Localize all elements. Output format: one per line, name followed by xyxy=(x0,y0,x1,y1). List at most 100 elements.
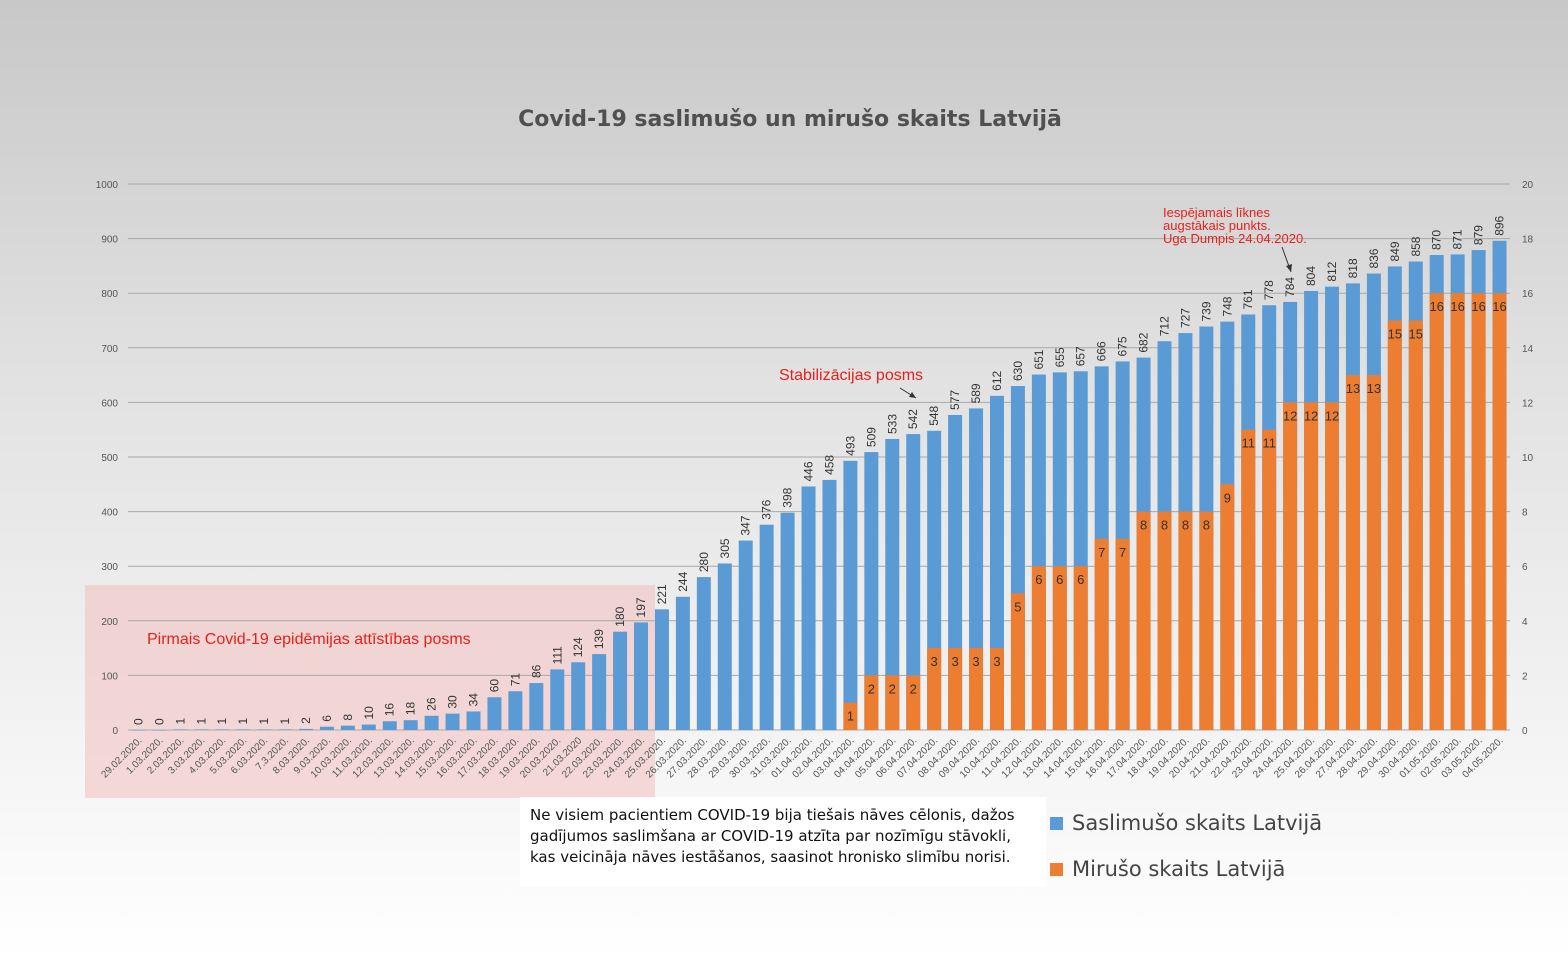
y-right-tick-label: 16 xyxy=(1522,289,1534,300)
deaths-data-label: 15 xyxy=(1409,327,1423,342)
deaths-data-label: 6 xyxy=(1056,572,1063,587)
cases-data-label: 398 xyxy=(781,487,795,507)
y-right-tick-label: 10 xyxy=(1522,453,1534,464)
cases-bar xyxy=(759,524,774,730)
deaths-data-label: 3 xyxy=(951,654,958,669)
stabilization-arrowhead xyxy=(909,392,916,398)
gridlines xyxy=(128,183,1510,731)
deaths-data-label: 11 xyxy=(1262,436,1276,451)
deaths-data-label: 13 xyxy=(1346,381,1360,396)
cases-data-label: 0 xyxy=(131,718,145,725)
cases-data-label: 8 xyxy=(341,714,355,721)
legend-swatch-deaths xyxy=(1050,862,1063,876)
cases-data-label: 18 xyxy=(404,701,418,715)
cases-data-label: 1 xyxy=(236,717,250,724)
cases-data-label: 221 xyxy=(655,584,669,604)
y-left-tick-label: 200 xyxy=(101,617,118,628)
deaths-bar xyxy=(1094,538,1109,730)
cases-bar xyxy=(843,460,858,730)
deaths-data-label: 13 xyxy=(1367,381,1381,396)
deaths-bar xyxy=(1199,511,1214,730)
cases-bar xyxy=(278,729,293,730)
cases-data-label: 347 xyxy=(739,515,753,535)
stabilization-annotation: Stabilizācijas posms xyxy=(779,367,923,384)
deaths-bar xyxy=(989,648,1004,730)
cases-data-label: 10 xyxy=(362,706,376,720)
cases-data-label: 1 xyxy=(194,717,208,724)
cases-bar xyxy=(738,540,753,730)
cases-data-label: 748 xyxy=(1220,296,1234,316)
cases-data-label: 197 xyxy=(634,597,648,617)
cases-bar xyxy=(382,721,397,730)
cases-data-label: 682 xyxy=(1137,332,1151,352)
deaths-data-label: 8 xyxy=(1182,518,1189,533)
cases-data-label: 849 xyxy=(1388,241,1402,261)
deaths-bar xyxy=(1220,484,1235,730)
deaths-bar xyxy=(1178,511,1193,730)
cases-data-label: 577 xyxy=(948,390,962,410)
cases-bar xyxy=(361,724,376,730)
cases-data-label: 858 xyxy=(1409,236,1423,256)
cases-data-label: 0 xyxy=(152,718,166,725)
cases-data-label: 1 xyxy=(215,717,229,724)
cases-data-label: 651 xyxy=(1032,349,1046,369)
deaths-bar xyxy=(1157,511,1172,730)
deaths-data-label: 3 xyxy=(972,654,979,669)
deaths-bar xyxy=(1241,429,1256,730)
cases-data-label: 871 xyxy=(1451,229,1465,249)
deaths-bar xyxy=(1010,593,1025,730)
cases-bar xyxy=(319,726,334,730)
cases-data-label: 727 xyxy=(1178,308,1192,328)
cases-bar xyxy=(654,609,669,730)
y-right-tick-label: 14 xyxy=(1522,344,1534,355)
cases-data-label: 26 xyxy=(425,697,439,711)
cases-data-label: 1 xyxy=(257,717,271,724)
y-left-tick-label: 100 xyxy=(101,671,118,682)
cases-data-label: 879 xyxy=(1472,225,1486,245)
cases-data-label: 657 xyxy=(1074,346,1088,366)
y-left-tick-label: 600 xyxy=(101,398,118,409)
cases-data-label: 548 xyxy=(927,405,941,425)
cases-data-label: 1 xyxy=(173,717,187,724)
deaths-data-label: 5 xyxy=(1014,600,1021,615)
deaths-bar xyxy=(1031,566,1046,730)
cases-data-label: 804 xyxy=(1304,266,1318,286)
y-left-tick-label: 400 xyxy=(101,508,118,519)
deaths-series xyxy=(843,293,1507,730)
cases-bar xyxy=(885,438,900,730)
y-right-tick-label: 6 xyxy=(1522,562,1528,573)
legend-item-deaths: Mirušo skaits Latvijā xyxy=(1050,857,1285,881)
deaths-data-label: 3 xyxy=(931,654,938,669)
legend-label-deaths: Mirušo skaits Latvijā xyxy=(1072,857,1286,881)
cases-data-label: 376 xyxy=(760,499,774,519)
cases-bar xyxy=(445,713,460,730)
cases-bar xyxy=(487,697,502,730)
y-left-tick-label: 500 xyxy=(101,453,118,464)
cases-bar xyxy=(822,479,837,730)
deaths-data-label: 9 xyxy=(1224,490,1231,505)
cases-data-label: 896 xyxy=(1493,215,1507,235)
deaths-data-label: 16 xyxy=(1450,299,1464,314)
cases-data-label: 2 xyxy=(299,717,313,724)
cases-data-label: 542 xyxy=(906,409,920,429)
cases-data-label: 305 xyxy=(718,538,732,558)
deaths-bar xyxy=(948,648,963,730)
deaths-data-label: 2 xyxy=(868,681,875,696)
cases-data-label: 60 xyxy=(487,679,501,693)
cases-bar xyxy=(152,730,167,731)
cases-data-label: 630 xyxy=(1011,361,1025,381)
deaths-bar xyxy=(969,648,984,730)
deaths-bar xyxy=(1366,375,1381,730)
deaths-data-label: 12 xyxy=(1304,408,1318,423)
cases-data-label: 6 xyxy=(320,715,334,722)
phase1-annotation: Pirmais Covid-19 epidēmijas attīstības p… xyxy=(147,631,471,648)
cases-data-label: 761 xyxy=(1241,289,1255,309)
y-left-tick-label: 700 xyxy=(101,344,118,355)
cases-bar xyxy=(340,725,355,730)
cases-data-label: 180 xyxy=(613,606,627,626)
y-right-tick-label: 18 xyxy=(1522,235,1534,246)
cases-data-label: 778 xyxy=(1262,280,1276,300)
cases-bar xyxy=(592,654,607,730)
